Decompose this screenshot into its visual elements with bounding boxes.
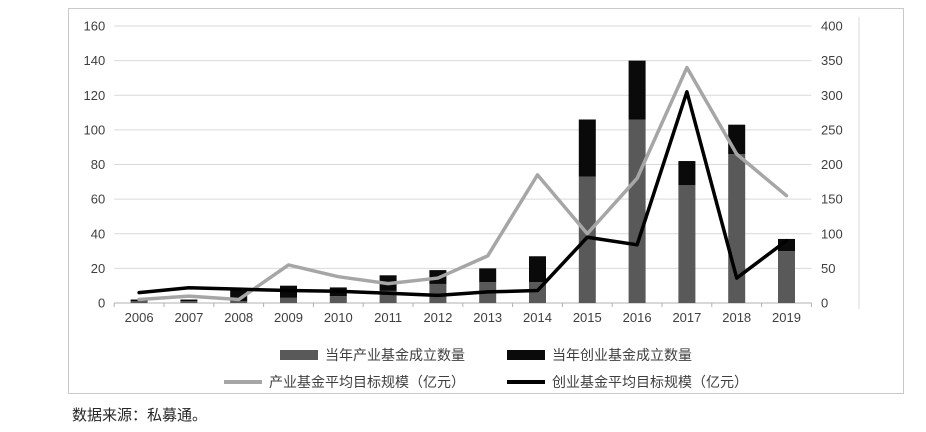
chart-figure-box: 0 20 40 60 80 100 120 140 160 0 50 100 150 200 250 300 3…: [68, 8, 904, 394]
right-axis-tick-label: 300: [821, 88, 843, 103]
year-label: 2013: [473, 310, 502, 325]
year-label: 2009: [274, 310, 303, 325]
venture-bar-segment: [180, 299, 198, 302]
industry-bar-swatch-icon: [280, 350, 318, 360]
year-label: 2017: [672, 310, 701, 325]
industry-bar-segment: [628, 119, 646, 303]
left-axis-tick-label: 60: [91, 192, 105, 207]
year-label: 2018: [722, 310, 751, 325]
right-axis-tick-label: 250: [821, 122, 843, 137]
left-axis-tick-label: 40: [91, 226, 105, 241]
venture-bar-segment: [578, 119, 596, 177]
right-axis-tick-label: 150: [821, 192, 843, 207]
industry-bar-segment: [329, 296, 347, 303]
x-axis: [113, 302, 812, 307]
industry-bar-segment: [280, 297, 297, 303]
industry-bar-segment: [429, 283, 447, 303]
industry-bar-segment: [678, 185, 696, 303]
year-label: 2016: [623, 310, 652, 325]
legend-item-venture-bar: 当年创业基金成立数量: [507, 345, 692, 365]
venture-bar-segment: [479, 268, 497, 283]
lines: [137, 65, 789, 302]
left-axis-tick-label: 160: [83, 19, 105, 34]
axis-labels: 0 20 40 60 80 100 120 140 160 0 50 100 150 200 250 300 3…: [83, 19, 842, 326]
year-label: 2006: [125, 310, 154, 325]
venture-bar-swatch-icon: [507, 350, 545, 360]
year-label: 2014: [523, 310, 552, 325]
year-label: 2010: [324, 310, 353, 325]
legend-item-industry-line: 产业基金平均目标规模（亿元）: [224, 372, 465, 392]
year-label: 2012: [423, 310, 452, 325]
right-axis-tick-label: 0: [821, 296, 828, 311]
legend-label-industry-line: 产业基金平均目标规模（亿元）: [269, 374, 465, 390]
industry-avg-line: [137, 65, 789, 302]
right-axis-tick-label: 50: [821, 261, 835, 276]
right-axis-tick-label: 200: [821, 157, 843, 172]
right-axis-tick-label: 400: [821, 19, 843, 34]
industry-bar-segment: [778, 251, 795, 303]
year-label: 2015: [573, 310, 602, 325]
year-label: 2019: [772, 310, 801, 325]
industry-bar-segment: [728, 154, 746, 303]
year-label: 2008: [224, 310, 253, 325]
left-axis-tick-label: 120: [83, 88, 105, 103]
venture-bar-segment: [678, 161, 696, 186]
year-label: 2007: [174, 310, 203, 325]
source-note: 数据来源：私募通。: [72, 407, 208, 424]
legend-row-1: 当年产业基金成立数量 当年创业基金成立数量: [266, 345, 706, 365]
industry-line-swatch-icon: [224, 380, 262, 384]
right-axis-tick-label: 350: [821, 53, 843, 68]
industry-bar-segment: [130, 301, 148, 303]
gridlines: [114, 17, 860, 309]
venture-avg-line: [137, 90, 789, 298]
venture-line-swatch-icon: [507, 380, 545, 384]
legend-row-2: 产业基金平均目标规模（亿元） 创业基金平均目标规模（亿元）: [210, 372, 762, 392]
legend-item-venture-line: 创业基金平均目标规模（亿元）: [507, 372, 748, 392]
year-label: 2011: [374, 310, 402, 325]
chart-legend: 当年产业基金成立数量 当年创业基金成立数量 产业基金平均目标规模（亿元） 创业基…: [69, 345, 903, 392]
industry-bar-segment: [230, 301, 248, 303]
industry-bar-segment: [578, 176, 596, 303]
legend-item-industry-bar: 当年产业基金成立数量: [280, 345, 465, 365]
right-axis-tick-label: 100: [821, 226, 843, 241]
legend-label-industry-bar: 当年产业基金成立数量: [325, 347, 465, 363]
legend-label-venture-line: 创业基金平均目标规模（亿元）: [552, 374, 748, 390]
left-axis-tick-label: 80: [91, 157, 105, 172]
venture-bar-segment: [628, 60, 646, 120]
left-axis-tick-label: 20: [91, 261, 105, 276]
industry-bar-segment: [180, 301, 198, 303]
legend-label-venture-bar: 当年创业基金成立数量: [552, 347, 692, 363]
left-axis-tick-label: 140: [83, 53, 105, 68]
venture-bar-segment: [728, 124, 746, 155]
left-axis-tick-label: 0: [98, 296, 105, 311]
venture-bar-segment: [529, 256, 546, 283]
chart-svg: 0 20 40 60 80 100 120 140 160 0 50 100 150 200 250 300 3…: [83, 17, 860, 326]
left-axis-tick-label: 100: [83, 122, 105, 137]
